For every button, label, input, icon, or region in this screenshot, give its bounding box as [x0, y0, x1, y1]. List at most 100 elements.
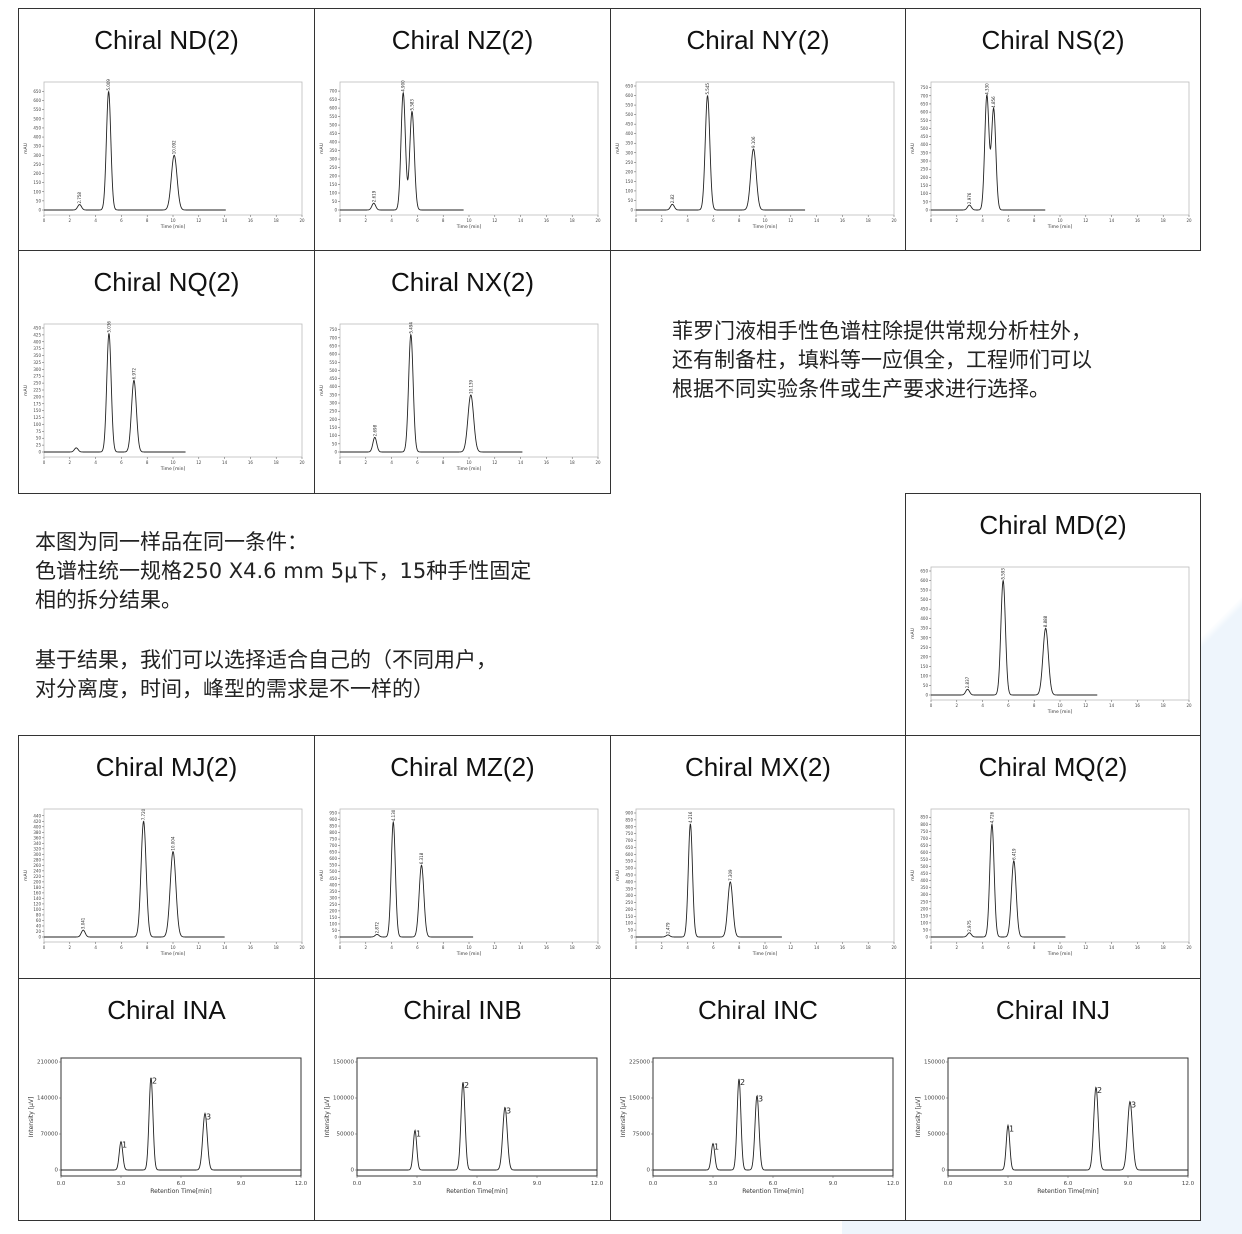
peak-label: 4.216	[688, 811, 693, 823]
x-tick-label: 6	[1007, 703, 1010, 708]
y-tick-label: 0	[55, 1168, 59, 1174]
chart-title: Chiral MJ(2)	[95, 752, 238, 782]
x-tick-label: 16	[248, 460, 254, 465]
y-tick-label: 400	[329, 882, 337, 887]
y-axis-label: mAU	[910, 628, 916, 639]
x-tick-label: 14	[814, 218, 820, 223]
chromatogram-plot: 0 50 100 150 200 250 300 350 400 450 500 550 600 650 0…	[910, 566, 1192, 715]
y-axis-label: mAU	[23, 870, 29, 881]
y-tick-label: 650	[920, 569, 928, 574]
peak-label: 10.092	[172, 140, 177, 154]
x-axis-label: Time [min]	[752, 224, 778, 230]
peak-label: 2.698	[372, 424, 377, 436]
x-tick-label: 10	[1057, 703, 1063, 708]
x-axis-label: Time [min]	[1047, 709, 1073, 715]
y-tick-label: 0	[630, 208, 633, 213]
y-tick-label: 280	[33, 857, 41, 862]
peak-label: 1	[714, 1143, 719, 1152]
x-tick-label: 8	[1033, 218, 1036, 223]
x-tick-label: 4	[94, 218, 97, 223]
y-tick-label: 0	[925, 935, 928, 940]
y-axis-label: Intensity [μV]	[28, 1097, 35, 1138]
peak-label: 7.720	[141, 808, 146, 820]
y-tick-label: 50	[36, 198, 42, 203]
plot-frame	[947, 1057, 1189, 1177]
x-tick-label: 2	[69, 460, 72, 465]
x-tick-label: 20	[1186, 218, 1192, 223]
y-tick-label: 325	[33, 360, 41, 365]
x-tick-label: 18	[1161, 218, 1167, 223]
y-tick-label: 210000	[37, 1060, 58, 1066]
y-tick-label: 900	[329, 817, 337, 822]
note-right: 菲罗门液相手性色谱柱除提供常规分析柱外， 还有制备柱，填料等一应俱全，工程师们可…	[672, 317, 1092, 404]
y-tick-label: 200	[329, 417, 337, 422]
y-tick-label: 550	[329, 360, 337, 365]
x-tick-label: 2	[956, 218, 959, 223]
x-tick-label: 12	[788, 945, 794, 950]
y-tick-label: 50	[923, 683, 929, 688]
x-tick-label: 10	[762, 945, 768, 950]
y-tick-label: 140000	[37, 1096, 58, 1102]
y-axis-label: mAU	[615, 143, 621, 154]
y-tick-label: 375	[33, 346, 41, 351]
y-tick-label: 350	[329, 889, 337, 894]
y-tick-label: 200	[329, 908, 337, 913]
peak-label: 5.036	[106, 321, 111, 333]
y-tick-label: 500	[33, 116, 41, 121]
y-tick-label: 600	[920, 578, 928, 583]
x-tick-label: 12	[492, 218, 498, 223]
y-tick-label: 650	[625, 84, 633, 89]
chromatogram-trace	[340, 91, 464, 211]
x-tick-label: 16	[544, 460, 550, 465]
chromatogram-plot: 0501001502002503003504004505005506006507…	[319, 80, 601, 230]
y-tick-label: 450	[329, 376, 337, 381]
y-tick-label: 150	[329, 425, 337, 430]
chromatogram-cell: Chiral MQ(2) 0 50 100 150 200 250 300 350 400 450 5…	[905, 735, 1201, 979]
peak-label: 2.975	[967, 920, 972, 932]
plot-frame	[652, 1057, 894, 1177]
y-tick-label: 550	[33, 107, 41, 112]
x-tick-label: 10	[170, 460, 176, 465]
note-left-selection: 基于结果，我们可以选择适合自己的（不同用户， 对分离度，时间，峰型的需求是不一样…	[35, 646, 497, 704]
chart-title: Chiral MX(2)	[685, 752, 831, 782]
chromatogram-plot: 0501001502002503003504004505005506006507…	[319, 322, 601, 472]
x-tick-label: 4	[686, 218, 689, 223]
x-tick-label: 16	[1135, 703, 1141, 708]
x-tick-label: 0	[635, 218, 638, 223]
x-tick-label: 20	[299, 218, 305, 223]
peak-label: 9.106	[751, 136, 756, 148]
y-tick-label: 550	[625, 859, 633, 864]
peak-label: 6.972	[131, 367, 136, 379]
x-tick-label: 12.0	[591, 1181, 604, 1187]
y-tick-label: 500	[329, 123, 337, 128]
y-tick-label: 0	[334, 935, 337, 940]
y-tick-label: 0	[351, 1168, 355, 1174]
x-tick-label: 8	[738, 945, 741, 950]
x-tick-label: 12	[1083, 945, 1089, 950]
x-tick-label: 10	[466, 460, 472, 465]
chromatogram-cell: Chiral ND(2) 0 50 100 150 200 250 300 350 400 450 5…	[18, 8, 315, 251]
chromatogram-trace	[44, 820, 225, 938]
y-tick-label: 100	[920, 673, 928, 678]
y-tick-label: 650	[329, 850, 337, 855]
chart-title: Chiral NY(2)	[686, 25, 830, 55]
x-tick-label: 14	[222, 945, 228, 950]
x-tick-label: 12	[196, 460, 202, 465]
y-axis-label: mAU	[319, 870, 325, 881]
x-tick-label: 2	[69, 218, 72, 223]
peak-label: 3	[1131, 1101, 1136, 1110]
y-tick-label: 450	[329, 876, 337, 881]
chromatogram-plot: 0501001502002503003504004505005506006507…	[910, 808, 1192, 957]
y-tick-label: 800	[329, 830, 337, 835]
y-tick-label: 0	[925, 208, 928, 213]
x-tick-label: 16	[840, 218, 846, 223]
y-tick-label: 250	[920, 645, 928, 650]
y-tick-label: 350	[920, 626, 928, 631]
chromatogram-trace	[44, 90, 226, 211]
chart-title: Chiral MQ(2)	[978, 752, 1128, 782]
y-tick-label: 50	[332, 928, 338, 933]
y-tick-label: 0	[334, 450, 337, 455]
x-tick-label: 6.0	[177, 1181, 186, 1187]
y-tick-label: 400	[920, 878, 928, 883]
x-tick-label: 12	[196, 945, 202, 950]
